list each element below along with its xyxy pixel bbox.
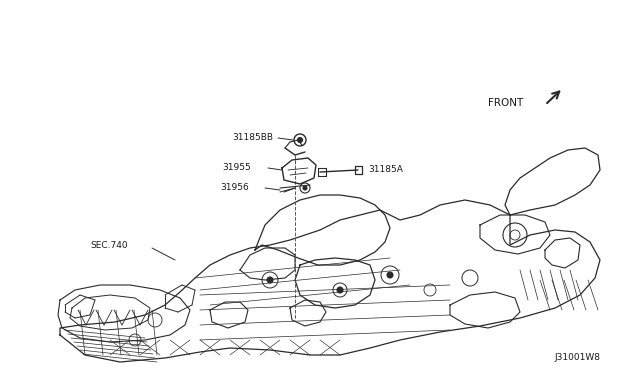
- Circle shape: [337, 287, 343, 293]
- Text: SEC.740: SEC.740: [90, 241, 127, 250]
- Circle shape: [387, 272, 393, 278]
- Text: 31955: 31955: [222, 164, 251, 173]
- Text: J31001W8: J31001W8: [554, 353, 600, 362]
- Circle shape: [267, 277, 273, 283]
- Circle shape: [303, 186, 307, 190]
- Circle shape: [298, 138, 303, 142]
- Text: FRONT: FRONT: [488, 98, 524, 108]
- Text: 31185BB: 31185BB: [232, 134, 273, 142]
- Text: 31185A: 31185A: [368, 166, 403, 174]
- Text: 31956: 31956: [220, 183, 249, 192]
